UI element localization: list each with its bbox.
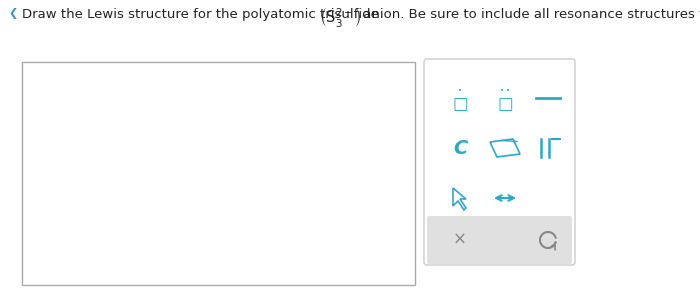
Text: □: □ [497,95,513,113]
Polygon shape [453,188,466,210]
Bar [22,62,415,285]
Text: •: • [500,88,504,94]
Text: ×: × [453,231,467,249]
Text: C: C [453,138,467,157]
Text: •: • [458,88,462,94]
Text: Draw the Lewis structure for the polyatomic trisulfide: Draw the Lewis structure for the polyato… [22,8,383,21]
Text: •: • [506,88,510,94]
Text: ❮: ❮ [8,8,18,19]
Text: anion. Be sure to include all resonance structures that satisfy the octet rule.: anion. Be sure to include all resonance … [359,8,700,21]
FancyBboxPatch shape [424,59,575,265]
Text: $\left(\mathrm{S}_3^{2-}\right)$: $\left(\mathrm{S}_3^{2-}\right)$ [319,7,362,30]
FancyBboxPatch shape [427,216,572,264]
Text: □: □ [452,95,468,113]
